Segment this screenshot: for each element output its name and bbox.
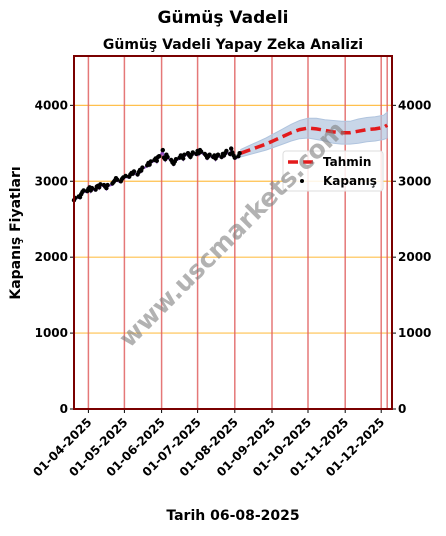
close-point (237, 151, 242, 156)
close-point (165, 154, 170, 160)
figure-title: Gümüş Vadeli (158, 8, 289, 28)
close-point (98, 182, 103, 187)
plot-frame (73, 55, 393, 410)
close-point (207, 152, 212, 157)
legend-label-forecast: Tahmin (323, 155, 371, 169)
forecast-confidence-band (240, 111, 388, 158)
y-tick-label-right-4000: 4000 (398, 98, 431, 112)
close-point (157, 154, 162, 159)
close-point (215, 152, 221, 157)
close-point (173, 157, 179, 162)
legend: Tahmin Kapanış (282, 150, 384, 192)
close-point (131, 169, 137, 174)
close-point (148, 159, 153, 164)
close-point (160, 147, 165, 153)
close-point (181, 156, 186, 161)
y-tick-label-right-2000: 2000 (398, 250, 431, 264)
legend-swatch-close (300, 179, 304, 183)
close-point (81, 188, 86, 193)
close-point (115, 177, 120, 182)
close-point (89, 185, 95, 191)
y-axis-label: Kapanış Fiyatları (8, 166, 24, 299)
legend-label-close: Kapanış (323, 174, 377, 188)
y-tick-label-left-4000: 4000 (35, 98, 68, 112)
close-points-layer (71, 146, 242, 203)
y-tick-label-left-0: 0 (60, 402, 68, 416)
y-tick-label-right-1000: 1000 (398, 326, 431, 340)
y-tick-label-left-1000: 1000 (35, 326, 68, 340)
close-point (199, 149, 204, 154)
y-tick-label-right-0: 0 (398, 402, 406, 416)
close-point (140, 165, 145, 170)
close-point (232, 155, 237, 160)
y-tick-label-left-3000: 3000 (35, 174, 68, 188)
confidence-band-layer (240, 111, 388, 158)
close-point (229, 146, 234, 151)
close-point (105, 182, 110, 188)
chart-title: Gümüş Vadeli Yapay Zeka Analizi (103, 37, 363, 53)
close-point (154, 158, 159, 163)
forecast-line (240, 123, 389, 155)
grid-layer (73, 56, 392, 409)
close-point (182, 152, 187, 157)
close-point (123, 173, 128, 179)
y-tick-label-left-2000: 2000 (35, 250, 68, 264)
footer-date: Tarih 06-08-2025 (166, 508, 299, 524)
close-point (190, 150, 195, 155)
forecast-layer (240, 123, 389, 155)
close-point (224, 148, 229, 154)
y-tick-label-right-3000: 3000 (398, 174, 431, 188)
